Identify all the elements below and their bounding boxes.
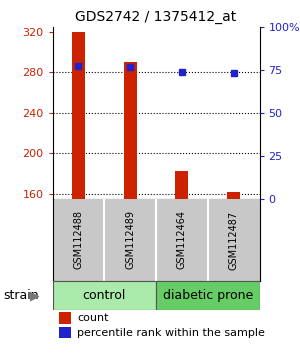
Text: strain: strain [3, 289, 39, 302]
Text: GSM112489: GSM112489 [125, 210, 135, 269]
Text: GSM112464: GSM112464 [177, 210, 187, 269]
Text: GSM112488: GSM112488 [74, 210, 83, 269]
Text: percentile rank within the sample: percentile rank within the sample [77, 328, 265, 338]
Bar [227, 192, 240, 199]
Text: control: control [82, 289, 126, 302]
Text: GSM112487: GSM112487 [229, 210, 238, 269]
Text: count: count [77, 313, 109, 323]
Bar [124, 62, 136, 199]
Bar [59, 327, 71, 338]
Text: diabetic prone: diabetic prone [163, 289, 253, 302]
Bar [59, 312, 71, 324]
Title: GDS2742 / 1375412_at: GDS2742 / 1375412_at [75, 10, 237, 24]
Bar [72, 32, 85, 199]
Bar [52, 281, 156, 310]
Text: ▶: ▶ [30, 289, 40, 302]
Bar [176, 171, 188, 199]
Bar [156, 281, 260, 310]
